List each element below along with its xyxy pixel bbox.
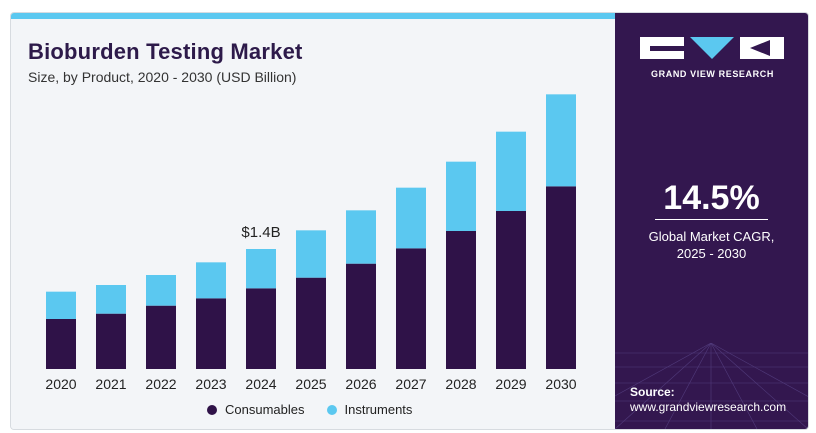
legend-swatch-consumables: [207, 404, 217, 415]
accent-bar: [11, 13, 615, 19]
legend-label-consumables: Consumables: [225, 402, 305, 417]
chart-area: Bioburden Testing Market Size, by Produc…: [11, 19, 615, 429]
bar-instruments-2021: [96, 285, 126, 314]
data-label-annotation: $1.4B: [241, 224, 280, 241]
x-tick-label: 2020: [45, 376, 76, 392]
bar-instruments-2023: [196, 262, 226, 299]
x-tick-label: 2029: [495, 376, 526, 392]
bar-instruments-2029: [496, 131, 526, 211]
bar-instruments-2027: [396, 187, 426, 249]
legend-swatch-instruments: [326, 404, 337, 415]
source-note: Source: www.grandviewresearch.com: [630, 385, 786, 415]
bar-consumables-2024: [246, 288, 276, 369]
legend-label-instruments: Instruments: [344, 402, 413, 417]
chart-title: Bioburden Testing Market: [28, 39, 303, 64]
legend: Consumables Instruments: [207, 402, 412, 417]
bar-consumables-2022: [146, 305, 176, 369]
legend-item-consumables: Consumables: [207, 402, 305, 417]
x-tick-label: 2022: [145, 376, 176, 392]
logo-mark: [640, 37, 785, 61]
bar-instruments-2020: [46, 291, 76, 319]
x-tick-label: 2025: [295, 376, 326, 392]
bar-instruments-2024: [246, 249, 276, 289]
bar-instruments-2025: [296, 230, 326, 278]
cagr-label-line2: 2025 - 2030: [676, 246, 747, 261]
cagr-label-line1: Global Market CAGR,: [648, 229, 775, 244]
bar-instruments-2026: [346, 210, 376, 264]
x-tick-label: 2021: [95, 376, 126, 392]
x-tick-label: 2023: [195, 376, 226, 392]
side-panel: GRAND VIEW RESEARCH 14.5% Global Market …: [615, 13, 808, 429]
bar-consumables-2028: [446, 231, 476, 369]
x-tick-label: 2028: [445, 376, 476, 392]
chart-subtitle: Size, by Product, 2020 - 2030 (USD Billi…: [28, 69, 297, 85]
bar-consumables-2025: [296, 277, 326, 369]
decorative-grid: [615, 343, 808, 429]
source-url[interactable]: www.grandviewresearch.com: [630, 400, 787, 414]
source-label: Source:: [630, 385, 675, 399]
bar-consumables-2023: [196, 298, 226, 369]
bar-consumables-2027: [396, 248, 426, 369]
bar-consumables-2029: [496, 211, 526, 369]
bar-instruments-2028: [446, 161, 476, 231]
chart-card: Bioburden Testing Market Size, by Produc…: [10, 12, 809, 430]
brand-name: GRAND VIEW RESEARCH: [651, 69, 774, 79]
bar-consumables-2030: [546, 186, 576, 369]
cagr-label: Global Market CAGR, 2025 - 2030: [615, 228, 808, 262]
logo-shapes-icon: [640, 37, 784, 59]
legend-item-instruments: Instruments: [326, 402, 413, 417]
bar-consumables-2020: [46, 319, 76, 369]
bar-consumables-2021: [96, 313, 126, 369]
x-tick-label: 2030: [545, 376, 576, 392]
bar-instruments-2030: [546, 94, 576, 187]
x-tick-label: 2027: [395, 376, 426, 392]
cagr-value: 14.5%: [663, 179, 760, 217]
x-tick-label: 2026: [345, 376, 376, 392]
bar-instruments-2022: [146, 275, 176, 306]
bar-consumables-2026: [346, 263, 376, 369]
bar-chart: 2020 2021 2022 2023 2024 $1.4B 2025 2026 2027 202…: [45, 94, 577, 392]
cagr-divider: [655, 219, 768, 220]
brand-logo: GRAND VIEW RESEARCH: [640, 37, 785, 79]
x-tick-label: 2024: [245, 376, 276, 392]
